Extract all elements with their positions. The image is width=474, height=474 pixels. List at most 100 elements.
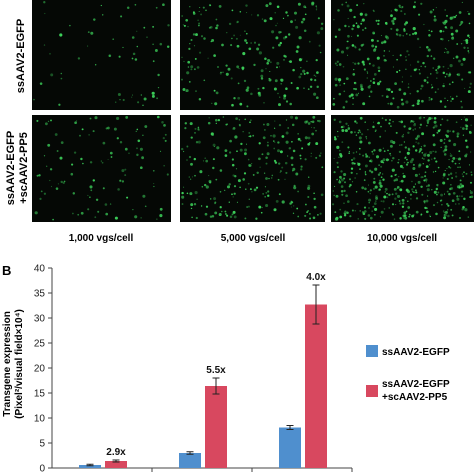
egfp-spot	[237, 96, 241, 100]
egfp-spot	[344, 129, 348, 133]
egfp-spot	[190, 178, 192, 180]
egfp-spot	[279, 41, 282, 45]
egfp-spot	[354, 210, 356, 212]
egfp-spot	[236, 201, 238, 203]
egfp-spot	[275, 36, 279, 40]
egfp-spot	[253, 188, 257, 192]
egfp-spot	[190, 203, 194, 207]
egfp-spot	[388, 207, 390, 209]
y-axis-title-line2: (Pixel²/visual field×10⁴)	[14, 309, 25, 419]
egfp-spot	[395, 32, 398, 36]
egfp-spot	[225, 213, 227, 215]
y-tick-label: 5	[39, 439, 45, 450]
egfp-spot	[424, 178, 428, 181]
egfp-spot	[215, 122, 217, 125]
egfp-spot	[468, 90, 470, 93]
egfp-spot	[436, 131, 439, 134]
egfp-spot	[441, 118, 444, 121]
bar-ss	[179, 453, 201, 468]
egfp-spot	[462, 127, 465, 130]
egfp-spot	[356, 173, 358, 175]
egfp-spot	[456, 132, 460, 136]
egfp-spot	[435, 212, 438, 216]
egfp-spot	[189, 43, 191, 45]
egfp-spot	[351, 159, 353, 161]
egfp-spot	[208, 117, 210, 119]
egfp-spot	[297, 137, 301, 141]
egfp-spot	[343, 189, 346, 193]
y-tick-label: 10	[34, 414, 46, 425]
egfp-spot	[73, 151, 77, 154]
egfp-spot	[372, 205, 375, 208]
egfp-spot	[181, 195, 185, 199]
egfp-spot	[347, 200, 350, 203]
egfp-spot	[269, 61, 272, 64]
egfp-spot	[461, 207, 464, 211]
egfp-spot	[432, 133, 435, 137]
egfp-spot	[465, 38, 469, 43]
egfp-spot	[391, 19, 395, 23]
egfp-spot	[315, 5, 317, 7]
egfp-spot	[414, 173, 418, 177]
egfp-spot	[431, 84, 433, 86]
egfp-spot	[341, 129, 345, 132]
egfp-spot	[392, 97, 395, 100]
egfp-spot	[249, 135, 252, 138]
egfp-spot	[338, 120, 342, 124]
egfp-spot	[398, 175, 400, 178]
fold-change-label: 4.0x	[306, 272, 326, 283]
egfp-spot	[89, 117, 92, 120]
egfp-spot	[431, 158, 433, 160]
egfp-spot	[404, 156, 407, 159]
egfp-spot	[218, 5, 222, 8]
egfp-spot	[360, 85, 363, 89]
egfp-spot	[244, 30, 246, 32]
egfp-spot	[269, 17, 273, 21]
chart-axes: 0 5 10 15 20 25 30 35 40	[34, 264, 353, 474]
egfp-spot	[437, 129, 441, 133]
egfp-spot	[420, 214, 422, 217]
egfp-spot	[233, 192, 236, 195]
egfp-spot	[466, 47, 469, 49]
egfp-spot	[340, 185, 344, 188]
egfp-spot	[198, 10, 200, 13]
egfp-spot	[43, 1, 46, 4]
egfp-spot	[352, 62, 354, 64]
egfp-spot	[385, 59, 387, 62]
egfp-spot	[266, 144, 269, 147]
egfp-spot	[442, 181, 446, 185]
egfp-spot	[215, 18, 218, 21]
egfp-spot	[400, 120, 404, 124]
egfp-spot	[117, 92, 121, 97]
egfp-spot	[405, 100, 409, 104]
egfp-spot	[383, 150, 386, 153]
egfp-spot	[448, 73, 452, 76]
egfp-spot	[193, 157, 197, 161]
egfp-spot	[280, 82, 283, 85]
egfp-spot	[383, 208, 386, 210]
egfp-spot	[181, 15, 184, 17]
egfp-spot	[101, 14, 104, 16]
egfp-spot	[355, 121, 358, 125]
egfp-spot	[231, 103, 234, 107]
egfp-spot	[389, 144, 393, 148]
egfp-spot	[197, 128, 200, 131]
egfp-spot	[349, 178, 351, 181]
egfp-spot	[234, 175, 237, 178]
egfp-spot	[122, 46, 124, 49]
egfp-spot	[183, 24, 186, 27]
egfp-spot	[431, 86, 434, 89]
egfp-spot	[407, 200, 409, 203]
egfp-spot	[470, 174, 473, 176]
egfp-spot	[354, 177, 356, 179]
egfp-spot	[396, 105, 400, 109]
egfp-spot	[450, 100, 453, 103]
egfp-spot	[232, 196, 234, 198]
egfp-spot	[268, 177, 270, 180]
egfp-spot	[364, 173, 367, 176]
egfp-spot	[395, 28, 399, 32]
egfp-spot	[264, 186, 266, 188]
egfp-spot	[437, 88, 439, 90]
egfp-spot	[266, 61, 270, 65]
egfp-spot	[452, 156, 456, 160]
